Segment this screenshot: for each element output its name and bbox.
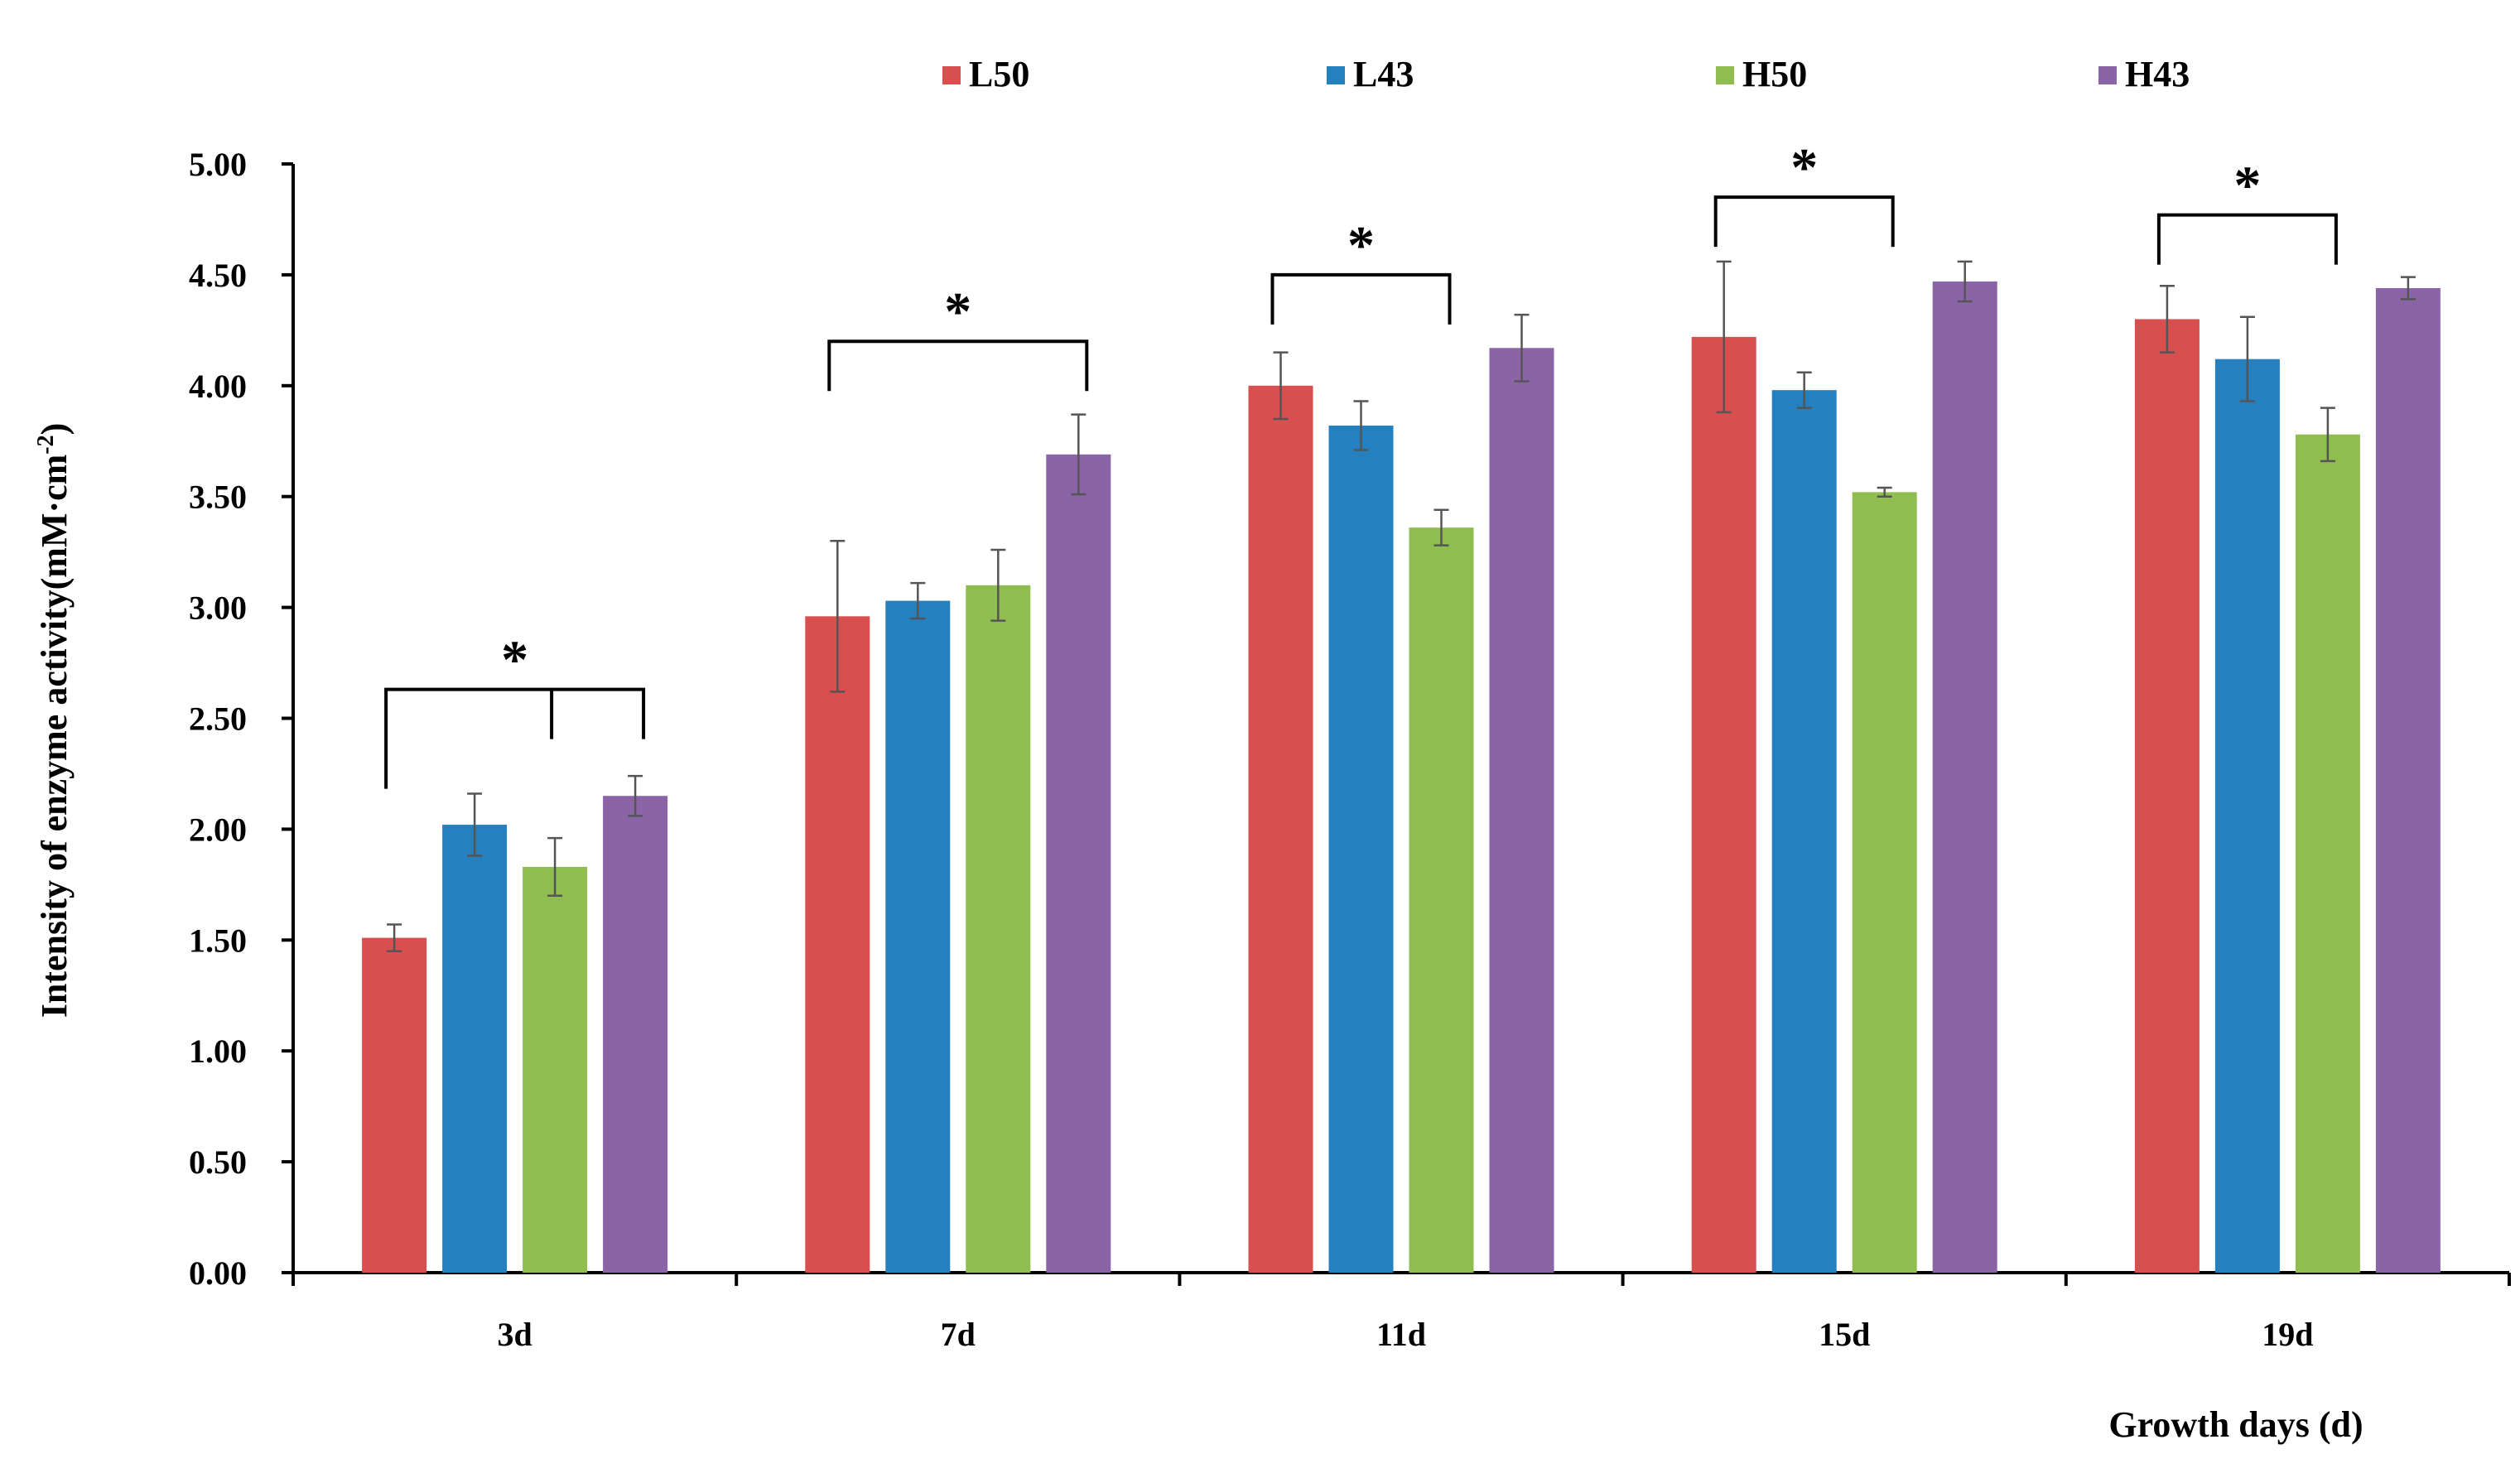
bars <box>362 281 2440 1273</box>
bar-h43-7d <box>1046 454 1111 1273</box>
legend-swatch-h43 <box>2098 66 2117 84</box>
y-axis-label-superscript: -2 <box>33 435 59 454</box>
y-axis-label-close: ) <box>34 423 75 436</box>
significance-star: * <box>501 630 528 691</box>
significance-bracket <box>1270 272 1452 325</box>
legend-label-l43: L43 <box>1353 54 1414 94</box>
significance-bracket <box>2156 213 2338 265</box>
significance-brackets: * * * * * <box>384 137 2338 789</box>
bar-l43-7d <box>885 600 951 1273</box>
legend: L50 L43 H50 H43 <box>942 54 2190 94</box>
bar-l50-7d <box>805 616 870 1273</box>
bar-h50-15d <box>1852 492 1917 1273</box>
x-axis: 3d 7d 11d 15d 19d <box>292 1271 2511 1353</box>
y-tick-label: 0.00 <box>189 1254 247 1292</box>
bar-h43-11d <box>1489 348 1554 1273</box>
x-tick-label: 19d <box>2262 1316 2313 1353</box>
bar-h43-15d <box>1932 281 1997 1273</box>
bar-l43-11d <box>1328 426 1394 1273</box>
y-tick-label: 3.00 <box>189 590 247 627</box>
bar-l43-3d <box>442 825 508 1273</box>
y-tick-label: 1.00 <box>189 1033 247 1070</box>
y-tick-label: 2.00 <box>189 811 247 848</box>
significance-bracket <box>1713 195 1895 248</box>
x-tick-label: 11d <box>1376 1316 1426 1353</box>
y-tick-label: 4.50 <box>189 257 247 294</box>
bar-l50-15d <box>1691 336 1756 1273</box>
legend-swatch-l43 <box>1327 66 1345 84</box>
bar-h50-11d <box>1409 527 1474 1273</box>
y-tick-label: 5.00 <box>189 146 247 183</box>
bar-l43-15d <box>1771 390 1837 1273</box>
y-tick-label: 1.50 <box>189 922 247 959</box>
y-axis: 0.00 0.50 1.00 1.50 2.00 2.50 3.00 3.50 4.00 4.50… <box>189 146 295 1292</box>
bar-l43-19d <box>2214 359 2280 1273</box>
error-bars <box>387 260 2416 952</box>
significance-star: * <box>1790 137 1818 198</box>
legend-swatch-h50 <box>1716 66 1734 84</box>
bar-h43-3d <box>603 796 668 1273</box>
y-axis-label: Intensity of enzyme activity(mM·cm-2) <box>33 423 75 1018</box>
legend-label-h50: H50 <box>1742 54 1807 94</box>
y-tick-label: 4.00 <box>189 368 247 405</box>
significance-star: * <box>944 282 971 342</box>
bar-l50-3d <box>362 937 427 1273</box>
x-axis-label: Growth days (d) <box>2108 1404 2363 1445</box>
y-axis-label-main: Intensity of enzyme activity(mM·cm <box>34 455 75 1018</box>
bar-h50-7d <box>966 585 1031 1273</box>
bar-l50-19d <box>2134 319 2200 1273</box>
y-tick-label: 0.50 <box>189 1143 247 1181</box>
x-tick-label: 3d <box>497 1316 532 1353</box>
bar-h43-19d <box>2375 287 2440 1273</box>
x-tick-label: 15d <box>1819 1316 1870 1353</box>
bar-h50-19d <box>2295 434 2360 1273</box>
legend-label-l50: L50 <box>969 54 1029 94</box>
significance-star: * <box>1347 215 1375 276</box>
y-tick-label: 2.50 <box>189 700 247 738</box>
significance-bracket <box>827 339 1089 392</box>
legend-swatch-l50 <box>942 66 961 84</box>
significance-star: * <box>2233 156 2261 216</box>
x-tick-label: 7d <box>941 1316 976 1353</box>
y-tick-label: 3.50 <box>189 479 247 516</box>
bar-l50-11d <box>1248 385 1313 1273</box>
legend-label-h43: H43 <box>2125 54 2190 94</box>
bar-h50-3d <box>523 866 588 1273</box>
significance-bracket <box>384 687 646 789</box>
